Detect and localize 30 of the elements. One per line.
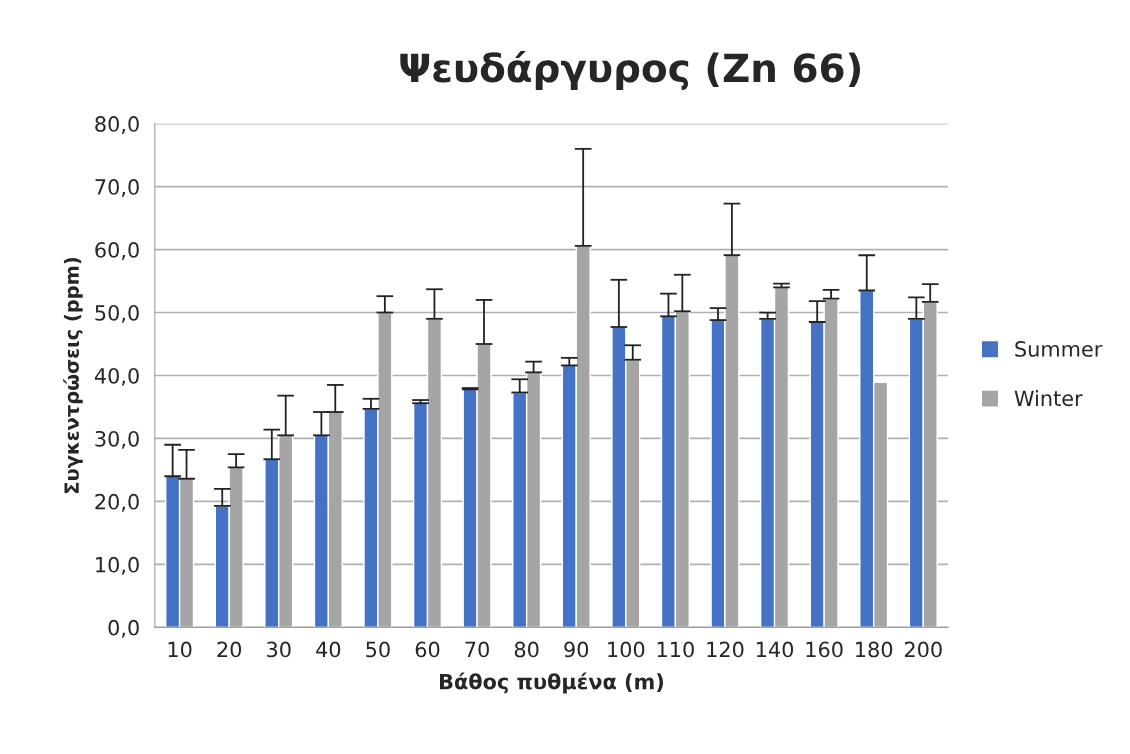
y-tick-label: 30,0 xyxy=(95,430,139,449)
x-tick-label: 90 xyxy=(564,641,589,658)
x-tick-label: 20 xyxy=(217,641,242,658)
x-tick-label: 140 xyxy=(756,641,794,658)
y-tick-label: 70,0 xyxy=(95,179,139,197)
y-axis-title: Συγκεντρώσεις (ppm) xyxy=(63,257,83,493)
x-tick-label: 40 xyxy=(316,641,341,658)
x-tick-label: 200 xyxy=(904,641,942,658)
x-tick-label: 160 xyxy=(806,641,843,658)
y-tick-label: 0,0 xyxy=(108,619,139,638)
x-tick-label: 80 xyxy=(514,641,539,658)
x-tick-label: 100 xyxy=(608,641,645,658)
x-tick-label: 10 xyxy=(168,641,192,658)
x-tick-label: 180 xyxy=(856,641,893,658)
y-tick-label: 80,0 xyxy=(95,116,139,134)
y-tick-label: 60,0 xyxy=(95,242,139,260)
x-tick-label: 60 xyxy=(415,641,440,658)
y-tick-label: 10,0 xyxy=(96,556,139,575)
x-tick-label: 50 xyxy=(366,641,390,658)
chart-title: Ψευδάργυρος (Zn 66) xyxy=(400,50,861,91)
legend-label: Summer xyxy=(1015,341,1103,357)
x-axis-title: Βάθος πυθμένα (m) xyxy=(439,672,664,694)
x-tick-label: 120 xyxy=(707,641,744,658)
y-tick-label: 20,0 xyxy=(95,493,139,512)
legend-label: Winter xyxy=(1014,390,1083,407)
x-tick-label: 110 xyxy=(657,641,694,658)
y-tick-label: 40,0 xyxy=(94,367,139,386)
x-tick-label: 30 xyxy=(267,641,291,658)
x-tick-label: 70 xyxy=(465,641,489,658)
y-tick-label: 50,0 xyxy=(95,304,139,323)
